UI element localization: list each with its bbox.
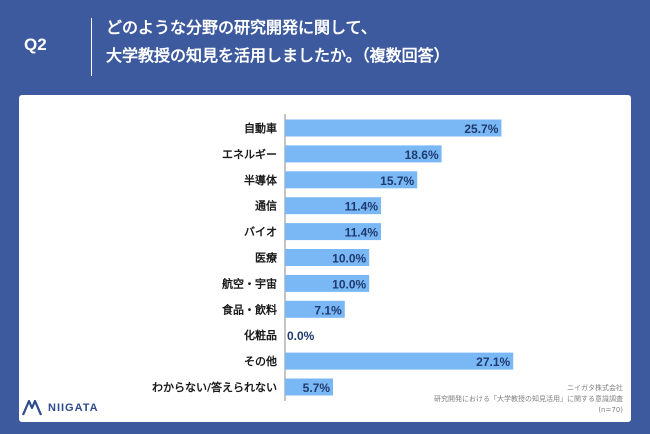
value-label: 10.0% xyxy=(332,252,366,266)
bar xyxy=(285,145,442,163)
value-label: 11.4% xyxy=(345,226,379,240)
category-label: 化粧品 xyxy=(244,328,277,342)
bar xyxy=(285,352,514,370)
bar xyxy=(285,197,381,215)
value-label: 25.7% xyxy=(464,122,498,136)
bar xyxy=(285,378,333,396)
category-label: バイオ xyxy=(244,226,277,239)
bar xyxy=(285,119,502,137)
question-title-line1: どのような分野の研究開発に関して、 xyxy=(106,18,377,37)
value-label: 5.7% xyxy=(303,381,331,395)
category-label: 半導体 xyxy=(244,173,278,187)
question-title-line2: 大学教授の知見を活用しましたか。（複数回答） xyxy=(106,46,450,65)
bar xyxy=(285,274,370,292)
category-label: わからない/答えられない xyxy=(152,380,277,394)
bar xyxy=(285,171,418,189)
source-note: ニイガタ株式会社 研究開発における「大学教授の知見活用」に関する意識調査 (n=… xyxy=(434,383,623,416)
value-label: 18.6% xyxy=(405,148,439,162)
header-divider xyxy=(91,18,92,76)
value-label: 10.0% xyxy=(332,277,366,291)
category-label: その他 xyxy=(244,354,277,368)
bar xyxy=(285,300,345,318)
category-label: 医療 xyxy=(255,251,278,265)
niigata-logo-icon xyxy=(22,400,42,416)
source-survey: 研究開発における「大学教授の知見活用」に関する意識調査 xyxy=(434,395,623,403)
source-sample: (n=70) xyxy=(598,406,623,414)
category-label: 自動車 xyxy=(244,121,277,135)
header: Q2 どのような分野の研究開発に関して、 大学教授の知見を活用しましたか。（複数… xyxy=(0,0,650,86)
brand-logo: NIIGATA xyxy=(22,399,99,417)
category-label: エネルギー xyxy=(222,147,277,161)
bar xyxy=(285,223,381,241)
category-label: 通信 xyxy=(255,199,277,213)
bar xyxy=(285,249,370,266)
value-label: 0.0% xyxy=(287,329,315,343)
question-title: どのような分野の研究開発に関して、 大学教授の知見を活用しましたか。（複数回答） xyxy=(106,14,450,70)
value-label: 15.7% xyxy=(380,174,414,188)
value-label: 27.1% xyxy=(476,355,510,369)
category-label: 航空・宇宙 xyxy=(222,276,277,290)
value-label: 7.1% xyxy=(314,303,342,317)
value-label: 11.4% xyxy=(345,200,379,214)
category-label: 食品・飲料 xyxy=(222,302,277,316)
source-company: ニイガタ株式会社 xyxy=(567,384,623,392)
question-number: Q2 xyxy=(24,35,47,54)
brand-name: NIIGATA xyxy=(48,402,99,414)
